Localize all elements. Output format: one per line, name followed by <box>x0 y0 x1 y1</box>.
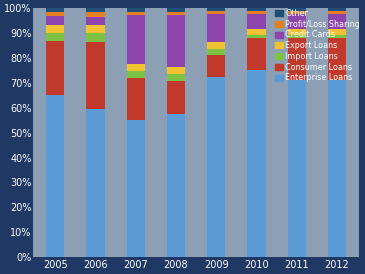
Bar <box>247 35 266 38</box>
Bar <box>46 25 64 33</box>
Bar <box>87 33 104 42</box>
Bar <box>247 14 266 29</box>
Bar <box>247 8 266 11</box>
Bar <box>207 11 225 15</box>
Bar <box>207 8 225 11</box>
Bar <box>328 35 346 38</box>
Bar <box>127 64 145 71</box>
Bar <box>127 12 145 15</box>
Bar <box>127 78 145 120</box>
Bar <box>127 120 145 257</box>
Bar <box>87 12 104 17</box>
Bar <box>127 71 145 78</box>
Bar <box>87 42 104 109</box>
Bar <box>288 8 306 11</box>
Bar <box>288 11 306 14</box>
Bar <box>328 80 346 257</box>
Bar <box>207 15 225 42</box>
Bar <box>87 109 104 257</box>
Legend: Other, Profit/Loss Sharing, Credit Cards, Export Loans, Import Loans, Consumer L: Other, Profit/Loss Sharing, Credit Cards… <box>274 7 362 84</box>
Bar <box>87 8 104 12</box>
Bar <box>127 8 145 12</box>
Bar <box>46 41 64 95</box>
Bar <box>167 16 185 67</box>
Bar <box>87 17 104 25</box>
Bar <box>247 29 266 35</box>
Bar <box>127 15 145 64</box>
Bar <box>328 29 346 35</box>
Bar <box>46 33 64 41</box>
Bar <box>167 114 185 257</box>
Bar <box>167 12 185 16</box>
Bar <box>46 16 64 25</box>
Bar <box>247 38 266 70</box>
Bar <box>167 81 185 114</box>
Bar <box>87 25 104 33</box>
Bar <box>46 8 64 12</box>
Bar <box>207 42 225 48</box>
Bar <box>288 35 306 38</box>
Bar <box>207 55 225 77</box>
Bar <box>167 67 185 74</box>
Bar <box>167 8 185 12</box>
Bar <box>247 70 266 257</box>
Bar <box>46 12 64 16</box>
Bar <box>288 29 306 35</box>
Bar <box>288 80 306 257</box>
Bar <box>247 11 266 14</box>
Bar <box>328 38 346 80</box>
Bar <box>328 8 346 11</box>
Bar <box>207 48 225 55</box>
Bar <box>46 95 64 257</box>
Bar <box>328 14 346 29</box>
Bar <box>207 77 225 257</box>
Bar <box>167 74 185 81</box>
Bar <box>288 38 306 80</box>
Bar <box>288 14 306 29</box>
Bar <box>328 11 346 14</box>
